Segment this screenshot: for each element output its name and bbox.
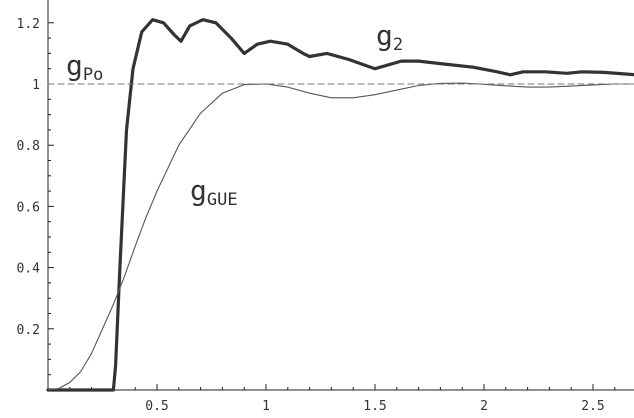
curve-label-sub: GUE [207, 190, 238, 210]
x-tick-label: 1.5 [363, 399, 386, 414]
curve-label-sub: Po [83, 65, 103, 85]
curve-label-main: g [66, 49, 83, 82]
curve-label-g2: g2 [376, 19, 403, 55]
x-tick-label: 1 [262, 399, 270, 414]
curves [46, 18, 634, 392]
series-line-ggue [47, 82, 634, 391]
y-tick-label: 0.2 [17, 323, 40, 338]
curve-label-sub: 2 [393, 35, 403, 55]
x-tick-label: 2.5 [581, 399, 604, 414]
y-tick-label: 0.8 [17, 139, 40, 154]
curve-label-ggue: gGUE [190, 174, 238, 210]
curve-label-gpo: gPo [66, 49, 103, 85]
y-tick-label: 0.6 [17, 200, 40, 215]
series-line-g2 [46, 18, 634, 392]
y-tick-label: 1.2 [17, 17, 40, 32]
y-tick-label: 1 [32, 78, 40, 93]
y-tick-label: 0.4 [17, 262, 41, 277]
axes: 0.5 1 1.5 2 2.5 0.2 0.4 0.6 0.8 1 1.2 [17, 0, 634, 414]
x-tick-label: 2 [480, 399, 488, 414]
curve-label-main: g [190, 174, 207, 207]
curve-label-main: g [376, 19, 393, 52]
x-tick-label: 0.5 [145, 399, 168, 414]
